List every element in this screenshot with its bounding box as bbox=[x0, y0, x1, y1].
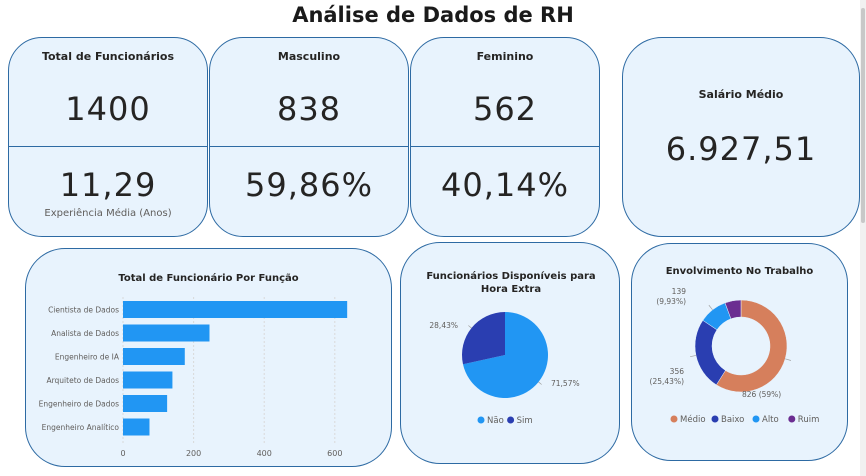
legend-label[interactable]: Ruim bbox=[798, 415, 820, 425]
kpi-salario-label: Salário Médio bbox=[698, 88, 784, 101]
bar-x-tick-label: 0 bbox=[120, 449, 125, 458]
pie-leader-line bbox=[468, 325, 472, 329]
donut-slice[interactable] bbox=[694, 319, 726, 386]
legend-swatch bbox=[711, 415, 719, 423]
scrollbar[interactable] bbox=[860, 0, 866, 476]
legend-swatch bbox=[788, 415, 796, 423]
bar-x-tick-label: 600 bbox=[327, 449, 342, 458]
bar-chart: 0 200 400 600 Cientista de Dados Analista de … bbox=[39, 297, 348, 458]
donut-leader-line bbox=[690, 355, 697, 358]
legend-label[interactable]: Baixo bbox=[721, 415, 744, 425]
bar[interactable] bbox=[123, 324, 210, 342]
kpi-total-label: Total de Funcionários bbox=[41, 50, 175, 63]
bar[interactable] bbox=[123, 395, 168, 412]
page-title: Análise de Dados de RH bbox=[292, 3, 574, 27]
bar-category-label: Engenheiro Analítico bbox=[42, 423, 120, 432]
kpi-experience-label: Experiência Média (Anos) bbox=[44, 208, 172, 219]
bar-category-label: Engenheiro de IA bbox=[55, 353, 120, 362]
bar[interactable] bbox=[123, 301, 348, 318]
bar[interactable] bbox=[123, 418, 150, 436]
kpi-feminino-label: Feminino bbox=[476, 50, 534, 63]
pie-slice[interactable] bbox=[462, 312, 548, 398]
bar[interactable] bbox=[123, 348, 185, 365]
chart-card-funcao[interactable]: Total de Funcionário Por Função 0 200 400 6… bbox=[25, 248, 392, 467]
kpi-masculino-value: 838 bbox=[276, 90, 342, 128]
legend-swatch bbox=[670, 415, 678, 423]
donut-slice[interactable] bbox=[716, 299, 788, 393]
kpi-feminino-value: 562 bbox=[472, 90, 538, 128]
bar-category-label: Cientista de Dados bbox=[48, 306, 119, 315]
chart-hora-extra-title: Funcionários Disponíveis para Hora Extra bbox=[426, 271, 596, 295]
kpi-card-feminino[interactable]: Feminino 562 40,14% bbox=[410, 37, 600, 237]
pie-chart: 71,57% 28,43% Não Sim bbox=[429, 312, 580, 426]
kpi-masculino-label: Masculino bbox=[277, 50, 341, 63]
bar-x-tick-label: 400 bbox=[257, 449, 272, 458]
donut-data-label: 139 (9,93%) bbox=[656, 287, 686, 306]
donut-data-label: 356 (25,43%) bbox=[650, 367, 685, 386]
bar-category-label: Engenheiro de Dados bbox=[39, 400, 119, 409]
bar[interactable] bbox=[123, 371, 173, 389]
kpi-card-masculino[interactable]: Masculino 838 59,86% bbox=[209, 37, 409, 237]
chart-card-envolvimento[interactable]: Envolvimento No Trabalho 826 (59%) 356 (25… bbox=[631, 243, 848, 461]
scrollbar-thumb[interactable] bbox=[861, 8, 865, 223]
kpi-masculino-divider bbox=[210, 146, 408, 147]
kpi-experience-value: 11,29 bbox=[59, 166, 157, 204]
pie-data-label: 71,57% bbox=[551, 379, 580, 388]
donut-data-label: 826 (59%) bbox=[742, 390, 781, 399]
pie-leader-line bbox=[538, 381, 542, 385]
kpi-feminino-percent: 40,14% bbox=[440, 166, 569, 204]
kpi-salario-value: 6.927,51 bbox=[665, 130, 817, 168]
chart-card-hora-extra[interactable]: Funcionários Disponíveis para Hora Extra… bbox=[400, 242, 620, 464]
legend-label[interactable]: Sim bbox=[517, 416, 533, 426]
legend-label[interactable]: Alto bbox=[762, 415, 779, 425]
donut-leader-line bbox=[708, 304, 713, 311]
chart-funcao-title: Total de Funcionário Por Função bbox=[118, 273, 299, 284]
chart-envolvimento-title: Envolvimento No Trabalho bbox=[665, 266, 814, 277]
kpi-total-value: 1400 bbox=[65, 90, 151, 128]
kpi-card-total[interactable]: Total de Funcionários 1400 11,29 Experiê… bbox=[8, 37, 208, 237]
pie-slice[interactable] bbox=[462, 312, 505, 365]
kpi-card-salario[interactable]: Salário Médio 6.927,51 bbox=[622, 37, 860, 237]
donut-chart: 826 (59%) 356 (25,43%) 139 (9,93%) Médio Baixo… bbox=[650, 287, 820, 425]
legend-swatch bbox=[752, 415, 760, 423]
legend-label[interactable]: Não bbox=[487, 416, 504, 426]
bar-x-tick-label: 200 bbox=[186, 449, 201, 458]
donut-slice[interactable] bbox=[724, 299, 742, 320]
kpi-feminino-divider bbox=[411, 146, 599, 147]
legend-label[interactable]: Médio bbox=[680, 414, 706, 425]
bar-category-label: Analista de Dados bbox=[51, 329, 119, 338]
kpi-total-divider bbox=[9, 146, 207, 147]
bar-category-label: Arquiteto de Dados bbox=[46, 376, 119, 385]
donut-leader-line bbox=[785, 358, 792, 361]
legend-swatch bbox=[507, 416, 515, 424]
pie-data-label: 28,43% bbox=[429, 321, 458, 330]
legend-swatch bbox=[477, 416, 485, 424]
kpi-masculino-percent: 59,86% bbox=[244, 166, 373, 204]
